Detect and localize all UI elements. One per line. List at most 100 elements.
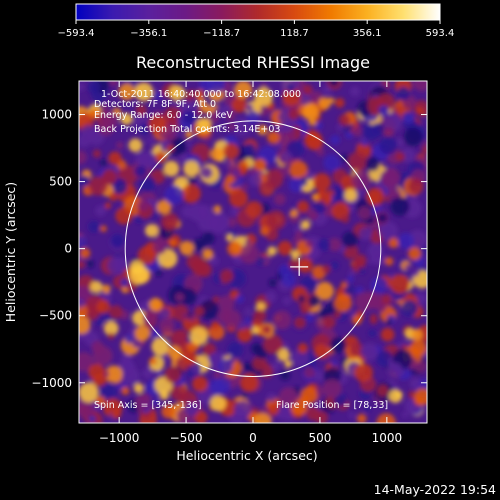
intensity-blob [278, 387, 299, 407]
intensity-blob [164, 366, 182, 384]
intensity-blob [200, 166, 213, 179]
intensity-blob [248, 173, 262, 187]
intensity-blob [201, 231, 215, 245]
intensity-blob [305, 406, 320, 421]
intensity-blob [408, 178, 424, 195]
intensity-blob [210, 147, 224, 161]
image-area: 1-Oct-2011 16:40:40.000 to 16:42:08.000 … [78, 80, 428, 424]
intensity-blob [164, 185, 184, 205]
intensity-blob [355, 291, 375, 312]
intensity-blob [135, 104, 147, 116]
colorbar: −593.4 −356.1 −118.7 118.7 356.1 593.4 [57, 3, 455, 39]
intensity-blob [100, 111, 119, 130]
intensity-blob [194, 410, 208, 423]
intensity-blob [293, 316, 306, 329]
intensity-blob [313, 370, 325, 382]
intensity-blob [379, 136, 398, 155]
info-annotations: 1-Oct-2011 16:40:40.000 to 16:42:08.000 … [94, 89, 388, 411]
y-tick-label: 0 [64, 242, 72, 256]
intensity-blob [321, 264, 331, 274]
intensity-blob [235, 294, 245, 304]
intensity-blob [397, 232, 415, 250]
intensity-blob [259, 181, 275, 197]
intensity-blobs [79, 81, 427, 423]
intensity-blob [225, 111, 236, 121]
intensity-blob [412, 269, 420, 277]
intensity-blob [330, 134, 341, 145]
intensity-blob [79, 298, 85, 308]
colorbar-tick-label: −356.1 [130, 28, 167, 39]
intensity-blob [102, 292, 111, 301]
intensity-blob [402, 111, 415, 124]
intensity-blob [122, 367, 140, 386]
intensity-blob [159, 390, 169, 400]
intensity-blob [316, 148, 325, 157]
intensity-blob [351, 315, 362, 325]
intensity-blob [252, 356, 267, 371]
intensity-blob [413, 81, 427, 92]
intensity-blob [109, 81, 118, 87]
intensity-blob [279, 150, 293, 164]
intensity-blob [308, 294, 321, 307]
intensity-blob [400, 300, 418, 317]
intensity-blob [358, 267, 366, 274]
intensity-blob [288, 177, 304, 193]
intensity-blob [345, 131, 353, 139]
intensity-blob [322, 315, 336, 329]
intensity-blob [323, 154, 341, 172]
intensity-blob [90, 280, 103, 294]
intensity-blob [333, 293, 352, 312]
intensity-blob [170, 383, 188, 401]
intensity-blob [91, 340, 104, 354]
intensity-blob [259, 226, 269, 236]
intensity-blob [79, 352, 94, 372]
intensity-blob [268, 278, 277, 287]
intensity-blob [377, 213, 387, 223]
intensity-blob [231, 97, 247, 113]
y-tick-label: −500 [39, 309, 72, 323]
colorbar-tick-label: 593.4 [426, 28, 455, 39]
intensity-blob [79, 150, 87, 165]
x-axis-label: Heliocentric X (arcsec) [176, 448, 317, 463]
intensity-blob [144, 224, 159, 238]
intensity-blob [344, 188, 358, 202]
x-tick-label: 0 [249, 431, 257, 445]
intensity-blob [403, 127, 423, 147]
intensity-blob [341, 281, 348, 288]
intensity-blob [297, 343, 308, 354]
intensity-blob [390, 196, 410, 216]
intensity-blob [142, 312, 156, 326]
intensity-blob [243, 143, 256, 156]
intensity-blob [300, 220, 311, 230]
intensity-blob [360, 343, 379, 361]
intensity-blob [387, 362, 403, 379]
intensity-blob [385, 319, 392, 326]
intensity-blob [246, 110, 260, 124]
intensity-blob [149, 357, 157, 365]
intensity-blob [277, 348, 290, 362]
intensity-blob [219, 269, 234, 283]
intensity-blob [404, 264, 411, 271]
intensity-blob [137, 199, 150, 212]
intensity-blob [150, 329, 160, 339]
intensity-blob [169, 239, 177, 247]
intensity-blob [370, 276, 388, 294]
intensity-blob [361, 140, 368, 147]
intensity-blob [120, 278, 129, 287]
intensity-blob [192, 238, 206, 252]
intensity-blob [213, 370, 222, 379]
intensity-blob [211, 321, 220, 330]
energy-range-label: Energy Range: 6.0 - 12.0 keV [94, 110, 233, 121]
intensity-blob [167, 345, 181, 359]
intensity-blob [227, 122, 236, 131]
intensity-blob [169, 85, 185, 101]
intensity-blob [229, 188, 248, 208]
intensity-blob [241, 362, 251, 372]
intensity-blob [380, 327, 395, 342]
intensity-blob [395, 390, 403, 399]
intensity-blob [88, 176, 108, 196]
colorbar-tick-label: −593.4 [57, 28, 94, 39]
intensity-blob [113, 257, 128, 272]
intensity-blob [411, 329, 423, 341]
